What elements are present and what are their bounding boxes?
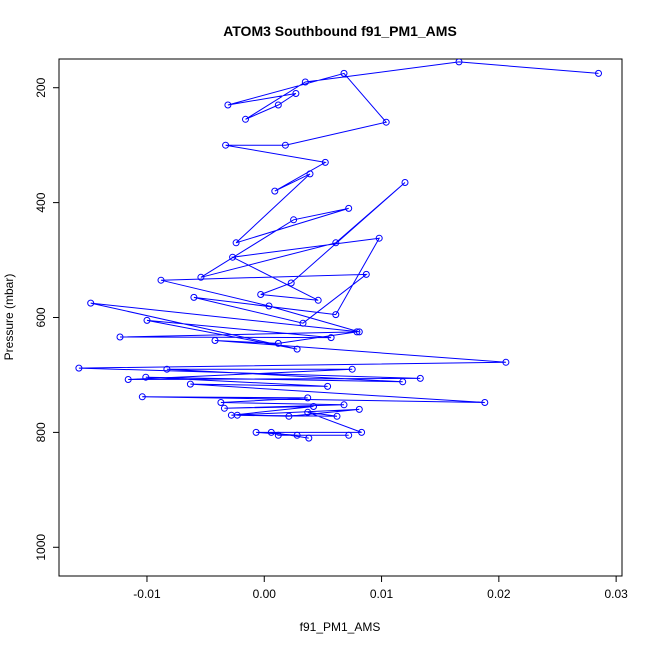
data-point <box>345 204 353 212</box>
data-point <box>229 253 237 261</box>
data-point <box>340 69 348 77</box>
data-point <box>217 399 225 406</box>
data-point <box>399 378 407 386</box>
data-point <box>299 319 307 327</box>
data-point <box>265 302 273 310</box>
data-point <box>267 428 275 436</box>
data-point <box>310 403 317 410</box>
data-point <box>362 270 370 278</box>
data-point <box>340 401 348 409</box>
data-point <box>321 158 329 166</box>
data-point <box>481 399 489 406</box>
series-group <box>75 59 602 442</box>
data-point <box>252 428 260 436</box>
data-point <box>324 382 332 390</box>
data-point <box>224 101 232 109</box>
data-point <box>327 334 335 342</box>
data-point <box>292 90 300 97</box>
data-point <box>190 293 198 301</box>
data-point <box>305 434 313 442</box>
data-point <box>290 216 298 224</box>
data-point <box>274 101 282 109</box>
chart-title: ATOM3 Southbound f91_PM1_AMS <box>223 23 457 39</box>
data-point <box>143 316 151 324</box>
data-point <box>222 141 230 149</box>
data-point <box>348 365 356 373</box>
data-point <box>293 345 301 353</box>
x-tick-label: 0.01 <box>370 587 394 601</box>
data-point <box>416 374 424 382</box>
data-point <box>358 428 366 436</box>
data-point <box>87 299 95 307</box>
data-point <box>197 273 205 281</box>
data-point <box>304 408 312 416</box>
y-axis: 200 400 600 800 1000 <box>34 77 59 561</box>
data-point <box>301 78 309 86</box>
data-point <box>138 393 146 401</box>
y-axis-label: Pressure (mbar) <box>2 274 16 361</box>
data-point <box>345 431 353 439</box>
x-tick-label: 0.00 <box>253 587 277 601</box>
data-point <box>163 365 171 373</box>
data-point <box>306 170 314 178</box>
data-point <box>382 118 390 126</box>
data-point <box>401 179 409 186</box>
data-point <box>375 234 383 242</box>
series-line <box>78 61 599 439</box>
plot-frame <box>58 58 623 577</box>
y-tick-label: 600 <box>34 307 48 327</box>
x-tick-label: 0.03 <box>604 587 628 601</box>
data-point <box>333 412 341 420</box>
x-tick-label: 0.02 <box>487 587 511 601</box>
data-point <box>186 380 194 388</box>
data-point <box>124 376 132 383</box>
data-point <box>232 239 240 247</box>
data-point <box>233 411 241 419</box>
y-tick-label: 800 <box>34 422 48 442</box>
data-point <box>595 69 602 77</box>
y-tick-label: 400 <box>34 192 48 212</box>
data-point <box>293 431 301 439</box>
y-tick-label: 200 <box>34 77 48 97</box>
data-point <box>281 141 289 149</box>
data-point <box>220 404 228 412</box>
y-tick-label: 1000 <box>34 534 48 561</box>
data-point <box>287 279 295 287</box>
data-point <box>502 358 510 366</box>
x-tick-label: -0.01 <box>133 587 161 601</box>
data-point <box>242 115 249 123</box>
data-point <box>274 339 282 347</box>
x-axis: -0.01 0.00 0.01 0.02 0.03 <box>133 576 628 601</box>
data-point <box>455 59 463 66</box>
data-point <box>271 187 279 195</box>
data-point <box>285 412 293 420</box>
data-point <box>332 311 340 319</box>
data-point <box>157 276 165 284</box>
data-point <box>211 337 219 344</box>
data-point <box>332 239 340 247</box>
data-point <box>304 394 312 402</box>
data-point <box>353 328 361 336</box>
data-point <box>257 291 265 298</box>
data-layer <box>75 59 602 442</box>
data-point <box>274 431 282 439</box>
data-point <box>116 333 124 341</box>
data-point <box>355 328 363 336</box>
data-point <box>314 296 322 304</box>
data-point <box>355 405 363 413</box>
data-point <box>75 364 83 372</box>
data-point <box>142 373 150 381</box>
x-axis-label: f91_PM1_AMS <box>300 620 381 634</box>
